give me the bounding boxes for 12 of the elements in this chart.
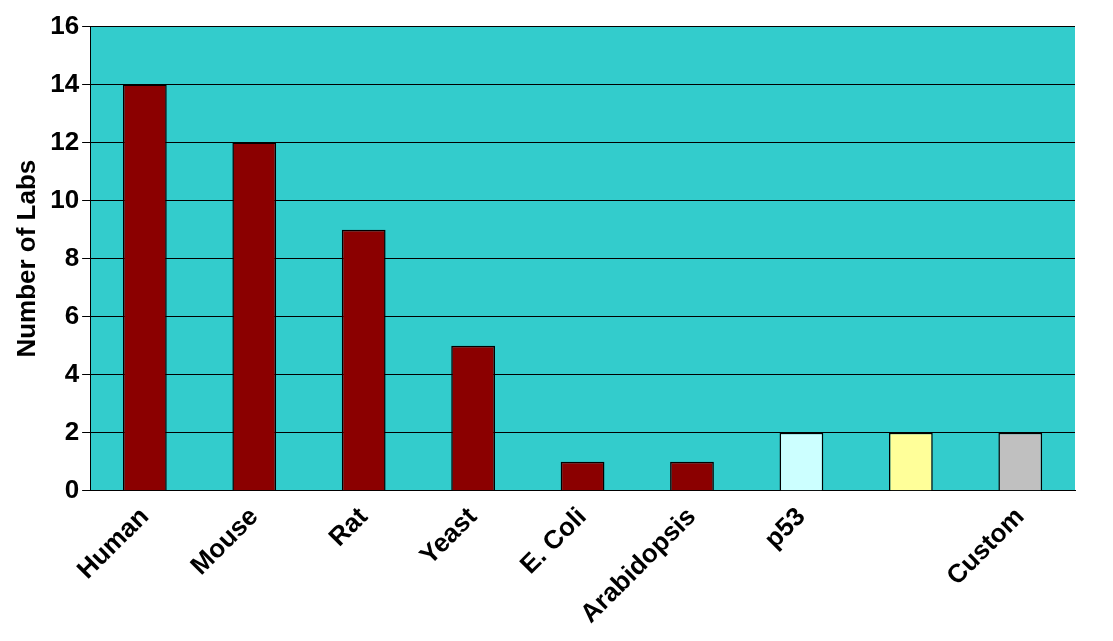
y-tick-label: 16 — [50, 9, 80, 40]
y-tick-label: 12 — [50, 125, 80, 156]
x-tick-label: Rat — [322, 500, 374, 552]
y-tick-label: 2 — [64, 415, 80, 446]
y-tick-label: 10 — [50, 183, 80, 214]
y-tick-label: 6 — [64, 299, 80, 330]
x-tick-label: p53 — [757, 500, 811, 554]
y-axis-title: Number of Labs — [10, 159, 41, 358]
y-tick-label: 0 — [64, 473, 80, 504]
y-tick-label: 4 — [64, 357, 80, 388]
y-tick-label: 8 — [64, 241, 80, 272]
y-tick-label: 14 — [50, 67, 80, 98]
